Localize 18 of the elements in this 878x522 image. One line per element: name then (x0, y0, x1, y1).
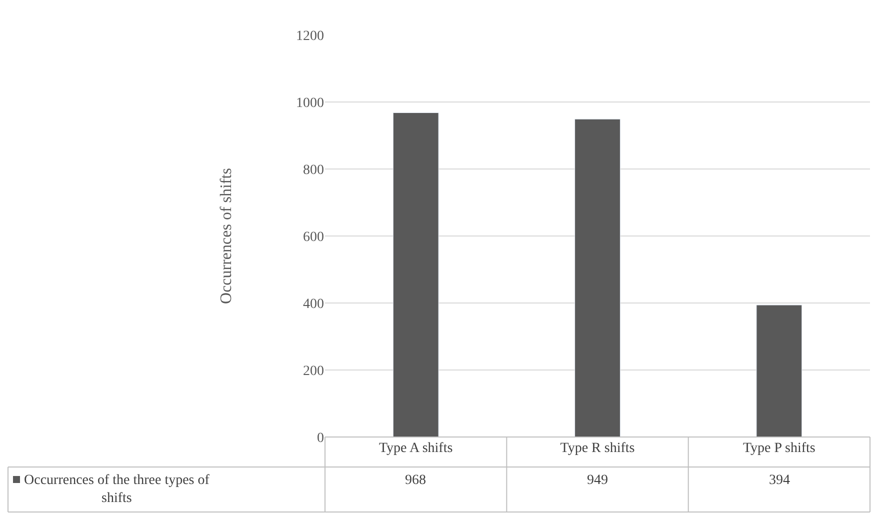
y-axis-title: Occurrences of shifts (218, 168, 235, 304)
data-label: 968 (405, 473, 426, 488)
legend-label: Occurrences of the three types of shifts (24, 473, 210, 506)
x-tick-label: Type A shifts (378, 441, 453, 456)
data-label: 949 (587, 473, 608, 488)
y-tick-label: 200 (303, 364, 324, 379)
y-tick-label: 1200 (296, 28, 324, 44)
x-tick-label: Type P shifts (742, 441, 816, 456)
data-label: 394 (769, 473, 790, 488)
bar (756, 304, 802, 437)
y-tick-label: 1000 (296, 96, 324, 111)
bar (574, 118, 620, 437)
bar (392, 112, 439, 437)
y-tick-label: 0 (317, 430, 324, 446)
y-tick-label: 800 (303, 162, 324, 178)
y-tick-label: 400 (303, 296, 324, 312)
y-tick-label: 600 (303, 230, 324, 245)
x-tick-label: Type R shifts (560, 441, 635, 456)
